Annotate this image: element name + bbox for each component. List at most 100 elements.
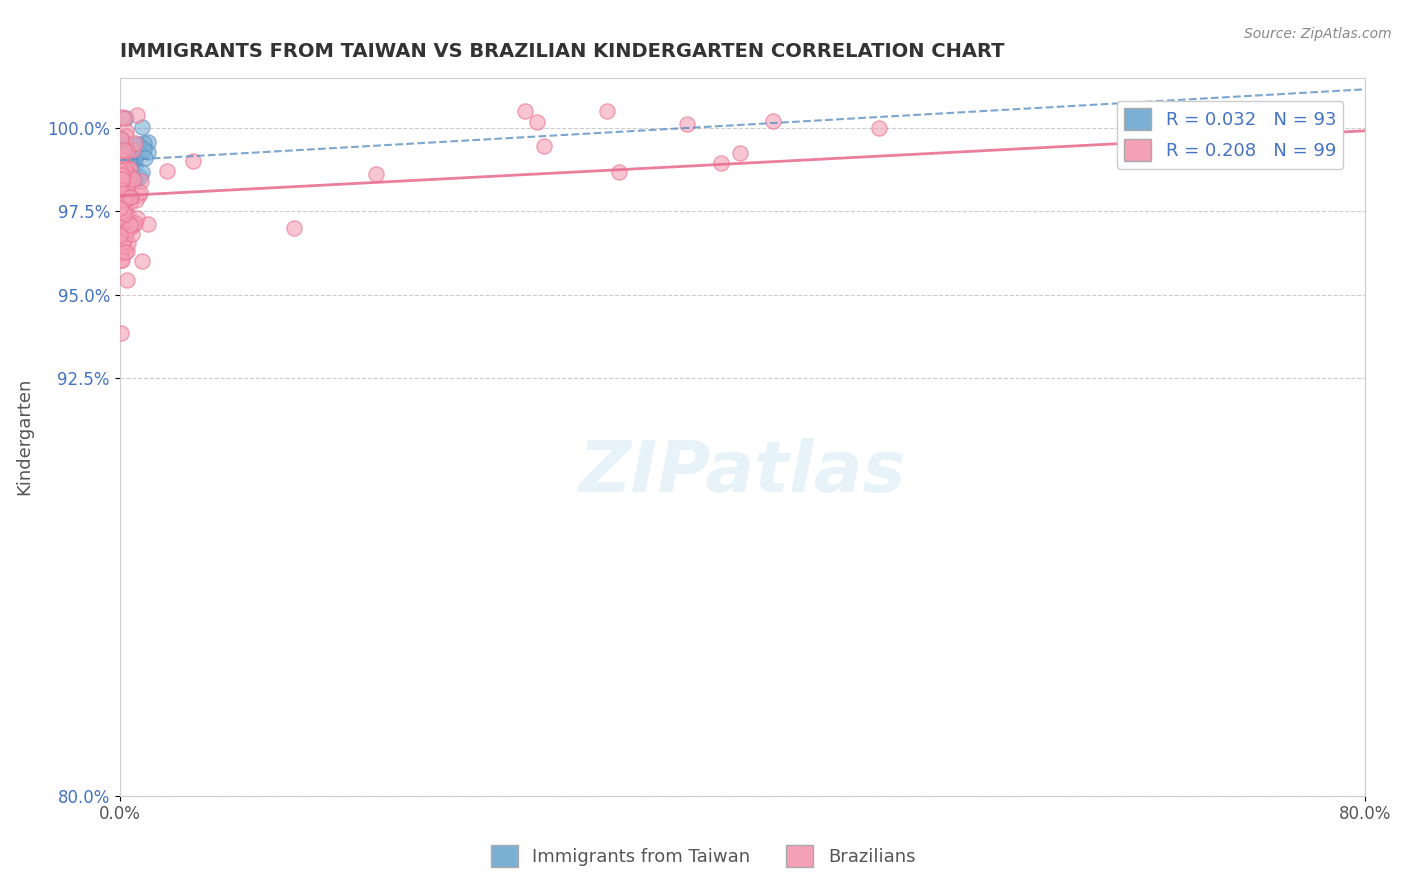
- Brazilians: [108, 149, 131, 163]
- Brazilians: [115, 244, 138, 258]
- Brazilians: [122, 172, 145, 186]
- Brazilians: [110, 200, 132, 214]
- Brazilians: [111, 244, 134, 258]
- Brazilians: [111, 211, 134, 225]
- Brazilians: [110, 152, 132, 166]
- Brazilians: [129, 174, 152, 188]
- Immigrants from Taiwan: [110, 155, 132, 169]
- Brazilians: [111, 205, 134, 219]
- Brazilians: [115, 214, 138, 228]
- Immigrants from Taiwan: [108, 136, 131, 150]
- Immigrants from Taiwan: [114, 166, 136, 180]
- Brazilians: [120, 190, 142, 204]
- Immigrants from Taiwan: [111, 158, 134, 172]
- Brazilians: [121, 219, 143, 233]
- Immigrants from Taiwan: [115, 154, 138, 169]
- Brazilians: [127, 211, 149, 225]
- Immigrants from Taiwan: [111, 166, 134, 180]
- Brazilians: [131, 253, 153, 268]
- Brazilians: [120, 220, 142, 235]
- Brazilians: [112, 197, 135, 211]
- Brazilians: [111, 159, 134, 173]
- Brazilians: [114, 161, 136, 176]
- Immigrants from Taiwan: [128, 169, 150, 184]
- Immigrants from Taiwan: [122, 156, 145, 170]
- Immigrants from Taiwan: [111, 158, 134, 172]
- Brazilians: [110, 172, 132, 186]
- Immigrants from Taiwan: [108, 145, 131, 160]
- Immigrants from Taiwan: [110, 160, 132, 174]
- Brazilians: [112, 165, 135, 179]
- Brazilians: [112, 170, 135, 185]
- Brazilians: [111, 193, 134, 207]
- Brazilians: [114, 194, 136, 209]
- Brazilians: [110, 154, 132, 169]
- Immigrants from Taiwan: [110, 131, 132, 145]
- Immigrants from Taiwan: [112, 143, 135, 157]
- Brazilians: [515, 103, 537, 118]
- Immigrants from Taiwan: [114, 159, 136, 173]
- Brazilians: [114, 201, 136, 215]
- Immigrants from Taiwan: [114, 154, 136, 169]
- Brazilians: [526, 114, 548, 128]
- Brazilians: [115, 129, 138, 144]
- Brazilians: [122, 143, 145, 157]
- Brazilians: [121, 227, 143, 242]
- Immigrants from Taiwan: [121, 144, 143, 158]
- Brazilians: [136, 217, 159, 231]
- Brazilians: [156, 164, 179, 178]
- Immigrants from Taiwan: [117, 161, 139, 175]
- Immigrants from Taiwan: [136, 135, 159, 149]
- Brazilians: [114, 178, 136, 193]
- Brazilians: [868, 121, 890, 136]
- Immigrants from Taiwan: [108, 147, 131, 161]
- Immigrants from Taiwan: [112, 138, 135, 153]
- Brazilians: [114, 223, 136, 237]
- Brazilians: [283, 221, 305, 235]
- Brazilians: [110, 111, 132, 125]
- Immigrants from Taiwan: [110, 160, 132, 174]
- Immigrants from Taiwan: [110, 163, 132, 178]
- Immigrants from Taiwan: [108, 147, 131, 161]
- Immigrants from Taiwan: [114, 154, 136, 169]
- Immigrants from Taiwan: [110, 157, 132, 171]
- Brazilians: [111, 203, 134, 218]
- Immigrants from Taiwan: [115, 147, 138, 161]
- Immigrants from Taiwan: [120, 160, 142, 174]
- Immigrants from Taiwan: [136, 145, 159, 160]
- Immigrants from Taiwan: [112, 158, 135, 172]
- Brazilians: [115, 222, 138, 236]
- Immigrants from Taiwan: [108, 150, 131, 164]
- Immigrants from Taiwan: [125, 174, 148, 188]
- Brazilians: [108, 201, 131, 215]
- Brazilians: [115, 227, 138, 241]
- Brazilians: [108, 163, 131, 178]
- Brazilians: [111, 171, 134, 186]
- Brazilians: [118, 218, 141, 232]
- Immigrants from Taiwan: [108, 161, 131, 176]
- Immigrants from Taiwan: [115, 159, 138, 173]
- Immigrants from Taiwan: [110, 152, 132, 166]
- Immigrants from Taiwan: [134, 136, 156, 150]
- Brazilians: [128, 188, 150, 202]
- Immigrants from Taiwan: [112, 189, 135, 203]
- Brazilians: [110, 326, 132, 340]
- Immigrants from Taiwan: [120, 151, 142, 165]
- Brazilians: [124, 216, 146, 230]
- Brazilians: [114, 207, 136, 221]
- Immigrants from Taiwan: [114, 111, 136, 125]
- Immigrants from Taiwan: [118, 157, 141, 171]
- Immigrants from Taiwan: [108, 173, 131, 187]
- Brazilians: [115, 273, 138, 287]
- Text: ZIPatlas: ZIPatlas: [578, 438, 905, 507]
- Immigrants from Taiwan: [110, 158, 132, 172]
- Immigrants from Taiwan: [110, 160, 132, 174]
- Immigrants from Taiwan: [124, 158, 146, 172]
- Immigrants from Taiwan: [108, 153, 131, 167]
- Brazilians: [129, 185, 152, 199]
- Brazilians: [112, 235, 135, 249]
- Immigrants from Taiwan: [110, 158, 132, 172]
- Immigrants from Taiwan: [108, 136, 131, 150]
- Brazilians: [728, 145, 751, 160]
- Brazilians: [114, 244, 136, 259]
